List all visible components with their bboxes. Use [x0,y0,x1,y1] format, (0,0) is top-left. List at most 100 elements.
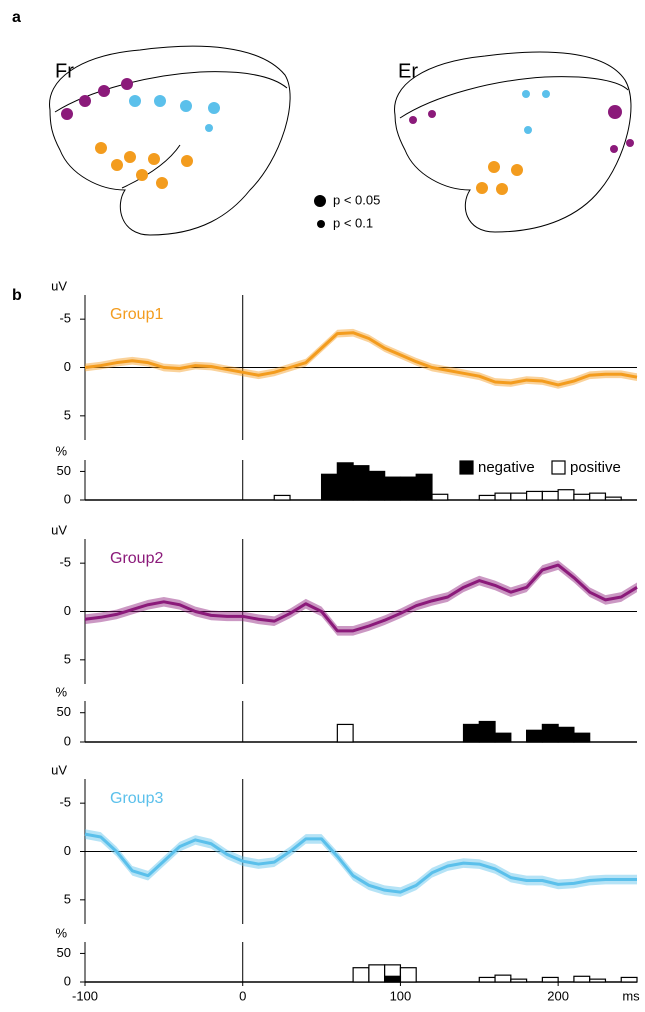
hist-bar [337,463,353,500]
y-tick-label: 50 [57,945,71,960]
hist-bar [322,474,338,500]
hist-bar [369,471,385,500]
x-axis-label: ms [622,988,640,1003]
legend-symbol [317,220,325,228]
y-axis-label: % [55,925,67,940]
electrode [121,78,133,90]
electrode [156,177,168,189]
hist-bar [605,497,621,500]
panel-a: a Fr Er [12,9,634,235]
hist-bar [558,490,574,500]
sem-band [85,560,637,635]
electrodes [61,78,634,195]
y-tick-label: 5 [64,651,71,666]
y-axis-label: % [55,443,67,458]
series-label: Group1 [110,306,163,323]
electrode [608,105,622,119]
hist-bar [432,494,448,500]
electrode [95,142,107,154]
hist-bar [400,477,416,500]
sem-band [85,829,637,897]
y-axis-label: uV [51,278,67,293]
hist-bar [542,491,558,500]
electrode [428,110,436,118]
brain-sulcus [55,72,287,112]
figure: a Fr Er [0,0,645,1007]
legend-label: p < 0.1 [333,215,373,230]
series-label: Group3 [110,790,163,807]
electrode [79,95,91,107]
hist-bar [574,494,590,500]
brain-title: Fr [55,60,74,82]
electrode [180,100,192,112]
electrode [61,108,73,120]
legend-symbol [460,461,473,474]
y-axis-label: uV [51,522,67,537]
legend-symbol [314,195,326,207]
electrode [205,124,213,132]
hist-bar [527,491,543,500]
y-tick-label: 0 [64,843,71,858]
x-tick-label: 200 [547,988,569,1003]
hist-bar [353,466,369,500]
electrode [208,102,220,114]
electrode [610,145,618,153]
electrode [124,151,136,163]
hist-bar [542,977,558,982]
panel-label: a [12,9,21,26]
hist-bar [369,965,385,982]
x-tick-label: 0 [239,988,246,1003]
electrode [522,90,530,98]
hist-bar [400,968,416,982]
electrode [409,116,417,124]
y-tick-label: -5 [59,311,71,326]
y-tick-label: 0 [64,603,71,618]
electrode [98,85,110,97]
legend-label: negative [478,459,535,476]
hist-bar [495,975,511,982]
electrode [542,90,550,98]
hist-bar [353,968,369,982]
hist-bar [274,495,290,500]
y-tick-label: 5 [64,891,71,906]
hist-bar [542,724,558,742]
hist-bar [385,477,401,500]
electrode [626,139,634,147]
electrode [129,95,141,107]
hist-bar [385,976,401,982]
hist-bar [495,493,511,500]
hist-bar [495,733,511,742]
series-label: Group2 [110,550,163,567]
electrode [476,182,488,194]
y-axis-label: uV [51,762,67,777]
electrode [181,155,193,167]
panel-label: b [12,287,22,304]
y-tick-label: 0 [64,733,71,748]
hist-bar [416,474,432,500]
hist-bar [464,724,480,742]
legend-label: p < 0.05 [333,192,380,207]
electrode [496,183,508,195]
electrode [136,169,148,181]
hist-bar [479,722,495,743]
electrode [524,126,532,134]
x-tick-label: 100 [390,988,412,1003]
x-tick-label: -100 [72,988,98,1003]
hist-bar [590,493,606,500]
y-tick-label: -5 [59,795,71,810]
erp-line [85,333,637,385]
electrode [154,95,166,107]
y-tick-label: 50 [57,463,71,478]
hist-bar [479,495,495,500]
brain-title: Er [398,60,418,82]
hist-bar [558,727,574,742]
legend-symbol [552,461,565,474]
electrode [511,164,523,176]
electrode [111,159,123,171]
y-tick-label: 5 [64,407,71,422]
y-tick-label: 0 [64,359,71,374]
sem-band [85,329,637,389]
hist-bar [590,979,606,982]
hist-bar [574,733,590,742]
y-tick-label: 0 [64,973,71,988]
